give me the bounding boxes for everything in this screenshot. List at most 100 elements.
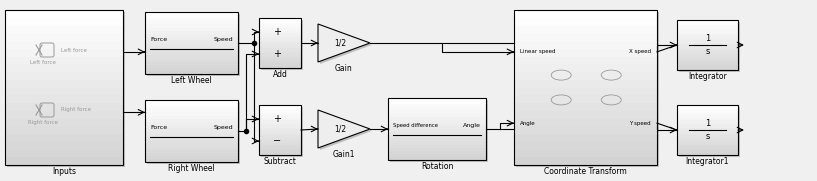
Bar [388,138,486,141]
Bar [677,22,738,25]
Bar [677,52,738,55]
Bar [388,154,486,157]
Text: s: s [705,132,710,141]
Text: X speed: X speed [629,49,651,54]
Bar [677,33,738,35]
Text: +: + [273,49,281,59]
Bar [5,10,123,18]
Bar [259,60,301,63]
Bar [145,43,238,46]
Bar [259,48,301,50]
Bar [145,12,238,74]
Bar [145,49,238,52]
Polygon shape [320,26,372,64]
Bar [145,140,238,143]
Bar [679,107,740,157]
Text: Rotation: Rotation [421,162,453,171]
Bar [388,151,486,154]
Bar [677,138,738,140]
Bar [388,141,486,144]
Bar [390,100,488,162]
Bar [259,35,301,38]
Text: Add: Add [273,70,288,79]
Bar [259,33,301,35]
Text: Integrator: Integrator [688,72,727,81]
Bar [145,24,238,28]
Bar [677,25,738,28]
Text: Left Wheel: Left Wheel [171,76,212,85]
Bar [677,55,738,58]
Text: Integrator1: Integrator1 [685,157,730,166]
Bar [259,140,301,142]
Bar [145,68,238,71]
Bar [5,80,123,87]
Bar [677,35,738,37]
Bar [514,126,657,134]
Bar [388,129,486,132]
Bar [145,100,238,103]
Bar [679,22,740,72]
Bar [145,146,238,150]
Bar [677,140,738,142]
Text: Gain1: Gain1 [333,150,355,159]
Bar [259,50,301,53]
Bar [259,150,301,153]
Bar [261,107,303,157]
Bar [677,68,738,70]
Text: Right force: Right force [61,108,91,113]
Bar [514,95,657,103]
Bar [145,71,238,74]
Text: Linear speed: Linear speed [520,49,556,54]
Polygon shape [320,112,372,150]
Bar [677,58,738,60]
Bar [677,60,738,62]
Bar [5,26,123,33]
Bar [514,87,657,95]
Bar [5,150,123,157]
Bar [259,31,301,33]
Bar [145,65,238,68]
Bar [677,135,738,138]
Bar [5,87,123,95]
Bar [145,134,238,137]
Bar [145,137,238,140]
Text: Subtract: Subtract [264,157,297,166]
Bar [677,120,738,123]
Bar [259,117,301,120]
Bar [5,18,123,26]
Bar [259,105,301,155]
Bar [5,126,123,134]
Bar [514,103,657,111]
Bar [145,150,238,153]
Bar [5,111,123,119]
Bar [145,128,238,131]
Bar [147,102,240,164]
Bar [677,130,738,132]
Bar [677,40,738,43]
Bar [259,127,301,130]
Bar [5,72,123,80]
Bar [388,117,486,120]
Bar [388,123,486,126]
Bar [145,55,238,58]
Bar [145,37,238,40]
Text: 1: 1 [705,34,710,43]
Bar [514,80,657,87]
Text: 1: 1 [705,119,710,128]
Bar [388,107,486,110]
Bar [145,28,238,31]
Bar [5,64,123,72]
Text: Left force: Left force [61,47,87,52]
Bar [677,105,738,108]
Bar [677,153,738,155]
Bar [147,14,240,76]
Bar [514,119,657,126]
Bar [7,12,125,167]
Text: Speed: Speed [213,125,233,130]
Text: Right Wheel: Right Wheel [168,164,215,173]
Bar [677,37,738,40]
Bar [145,143,238,146]
Bar [145,153,238,156]
Bar [259,26,301,28]
Bar [388,132,486,135]
